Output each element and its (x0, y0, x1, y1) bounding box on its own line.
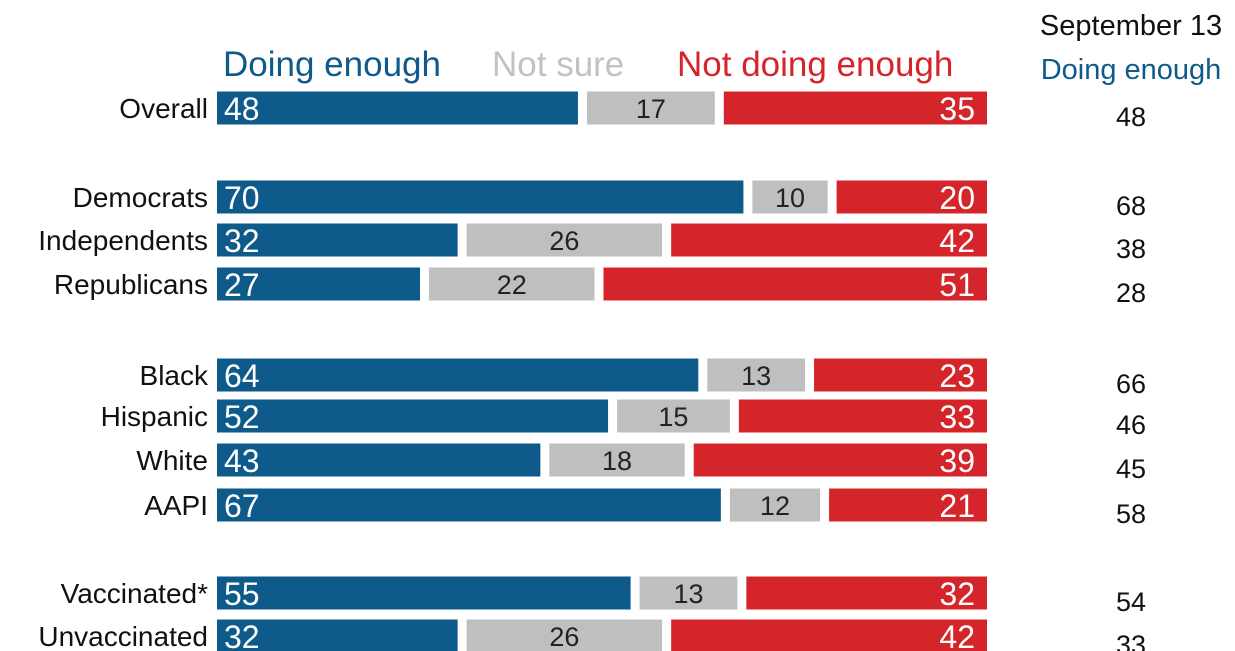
value-label-doing-enough-black: 64 (224, 358, 260, 394)
bar-doing-enough-unvaccinated (217, 619, 458, 651)
bar-not-sure-vaccinated (639, 576, 738, 610)
value-label-not-doing-enough-white: 39 (939, 443, 975, 479)
comparison-value-white: 45 (1116, 454, 1146, 484)
value-label-not-sure-aapi: 12 (760, 491, 790, 521)
row-label-overall: Overall (119, 93, 208, 124)
value-label-not-sure-hispanic: 15 (658, 402, 688, 432)
bar-not-sure-hispanic (617, 399, 730, 433)
bar-not-doing-enough-vaccinated (746, 576, 987, 610)
value-label-doing-enough-aapi: 67 (224, 488, 260, 524)
comparison-value-hispanic: 46 (1116, 410, 1146, 440)
legend-doing-enough: Doing enough (223, 45, 441, 84)
value-label-not-doing-enough-hispanic: 33 (939, 399, 975, 435)
value-label-not-sure-unvaccinated: 26 (549, 622, 579, 651)
bar-not-sure-democrats (752, 180, 828, 214)
bar-not-doing-enough-black (814, 358, 987, 392)
bar-not-sure-unvaccinated (466, 619, 663, 651)
row-label-black: Black (140, 360, 209, 391)
value-label-not-doing-enough-black: 23 (939, 358, 975, 394)
bar-doing-enough-hispanic (217, 399, 609, 433)
bar-doing-enough-aapi (217, 488, 721, 522)
bar-not-sure-black (707, 358, 806, 392)
comparison-value-democrats: 68 (1116, 191, 1146, 221)
value-label-doing-enough-independents: 32 (224, 223, 260, 259)
row-label-unvaccinated: Unvaccinated (38, 621, 208, 651)
row-label-democrats: Democrats (73, 182, 208, 213)
value-label-not-sure-overall: 17 (636, 94, 666, 124)
bar-not-sure-independents (466, 223, 663, 257)
bar-not-sure-aapi (729, 488, 821, 522)
chart-rows: Overall 48 17 35 48 Democrats 70 10 20 68 Independ… (38, 91, 1146, 651)
row-label-independents: Independents (38, 225, 208, 256)
bar-doing-enough-black (217, 358, 699, 392)
bar-doing-enough-white (217, 443, 541, 477)
legend-not-sure: Not sure (492, 45, 624, 84)
bar-doing-enough-overall (217, 91, 578, 125)
row-label-aapi: AAPI (144, 490, 208, 521)
value-label-not-doing-enough-democrats: 20 (939, 180, 975, 216)
value-label-not-doing-enough-overall: 35 (939, 91, 975, 127)
value-label-doing-enough-democrats: 70 (224, 180, 260, 216)
bar-not-doing-enough-hispanic (738, 399, 987, 433)
bar-doing-enough-republicans (217, 267, 421, 301)
bar-not-sure-overall (586, 91, 715, 125)
legend-not-doing-enough: Not doing enough (677, 45, 953, 84)
row-label-republicans: Republicans (54, 269, 208, 300)
bar-not-doing-enough-overall (723, 91, 987, 125)
bar-doing-enough-independents (217, 223, 458, 257)
bar-not-sure-white (549, 443, 685, 477)
bar-not-doing-enough-aapi (829, 488, 987, 522)
comparison-value-unvaccinated: 33 (1116, 630, 1146, 651)
value-label-not-sure-white: 18 (602, 446, 632, 476)
value-label-not-sure-black: 13 (741, 361, 771, 391)
comparison-value-aapi: 58 (1116, 499, 1146, 529)
bar-not-doing-enough-white (693, 443, 987, 477)
value-label-not-sure-independents: 26 (549, 226, 579, 256)
bar-not-sure-republicans (429, 267, 595, 301)
row-label-vaccinated: Vaccinated* (61, 578, 208, 609)
value-label-not-sure-democrats: 10 (775, 183, 805, 213)
value-label-not-doing-enough-republicans: 51 (939, 267, 975, 303)
bar-not-doing-enough-democrats (836, 180, 987, 214)
value-label-doing-enough-vaccinated: 55 (224, 576, 260, 612)
value-label-doing-enough-unvaccinated: 32 (224, 619, 260, 651)
bar-doing-enough-vaccinated (217, 576, 631, 610)
value-label-not-doing-enough-aapi: 21 (939, 488, 975, 524)
value-label-not-sure-republicans: 22 (497, 270, 527, 300)
comparison-value-independents: 38 (1116, 234, 1146, 264)
row-label-hispanic: Hispanic (101, 401, 208, 432)
value-label-not-sure-vaccinated: 13 (673, 579, 703, 609)
row-label-white: White (136, 445, 208, 476)
comparison-header-label: Doing enough (1041, 54, 1222, 86)
comparison-value-vaccinated: 54 (1116, 587, 1146, 617)
bar-doing-enough-democrats (217, 180, 744, 214)
bar-not-doing-enough-unvaccinated (671, 619, 987, 651)
value-label-doing-enough-overall: 48 (224, 91, 260, 127)
value-label-not-doing-enough-vaccinated: 32 (939, 576, 975, 612)
comparison-value-black: 66 (1116, 369, 1146, 399)
value-label-doing-enough-republicans: 27 (224, 267, 260, 303)
comparison-value-republicans: 28 (1116, 278, 1146, 308)
bar-not-doing-enough-independents (671, 223, 987, 257)
comparison-value-overall: 48 (1116, 102, 1146, 132)
value-label-not-doing-enough-unvaccinated: 42 (939, 619, 975, 651)
value-label-not-doing-enough-independents: 42 (939, 223, 975, 259)
value-label-doing-enough-hispanic: 52 (224, 399, 260, 435)
comparison-header-date: September 13 (1040, 10, 1222, 42)
bar-not-doing-enough-republicans (603, 267, 987, 301)
value-label-doing-enough-white: 43 (224, 443, 260, 479)
